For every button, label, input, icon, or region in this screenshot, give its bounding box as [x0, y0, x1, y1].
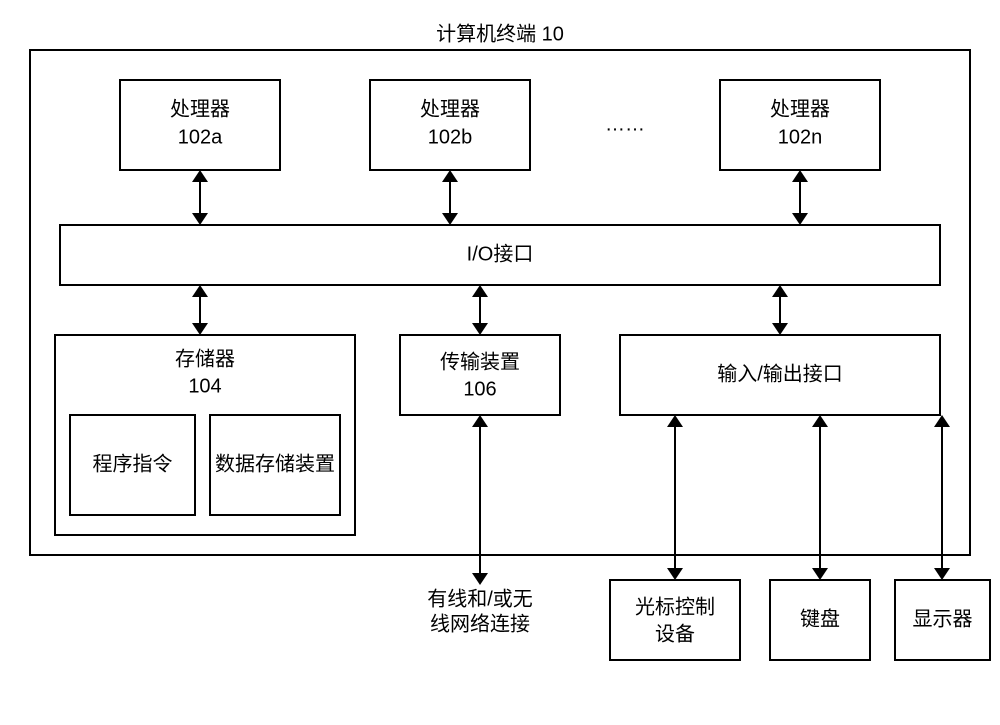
processor-label-1: 处理器	[420, 97, 480, 120]
bottom-label-1: 键盘	[800, 607, 840, 630]
diagram-title: 计算机终端 10	[436, 22, 564, 45]
memory-inner-label-0: 程序指令	[93, 452, 173, 475]
memory-id: 104	[188, 375, 221, 397]
processor-id-2: 102n	[778, 126, 823, 148]
transmission-box	[400, 335, 560, 415]
bottom-box-0	[610, 580, 740, 660]
processor-id-1: 102b	[428, 126, 473, 148]
memory-label: 存储器	[175, 347, 235, 370]
memory-inner-label-1: 数据存储装置	[215, 452, 335, 475]
bottom-label-2: 显示器	[913, 608, 973, 630]
io-bus-label: I/O接口	[467, 242, 534, 265]
processor-ellipsis: ……	[605, 113, 645, 135]
processor-label-2: 处理器	[770, 97, 830, 120]
network-text-2: 线网络连接	[430, 612, 530, 635]
io-interface-label: 输入/输出接口	[717, 362, 843, 385]
bottom-label-0-1: 光标控制	[635, 595, 715, 618]
processor-id-0: 102a	[178, 126, 223, 148]
network-text-1: 有线和/或无	[427, 587, 533, 610]
bottom-label-0-2: 设备	[655, 622, 695, 645]
processor-box-0	[120, 80, 280, 170]
processor-label-0: 处理器	[170, 97, 230, 120]
processor-box-2	[720, 80, 880, 170]
transmission-id: 106	[463, 378, 496, 400]
processor-box-1	[370, 80, 530, 170]
transmission-label: 传输装置	[440, 350, 520, 373]
